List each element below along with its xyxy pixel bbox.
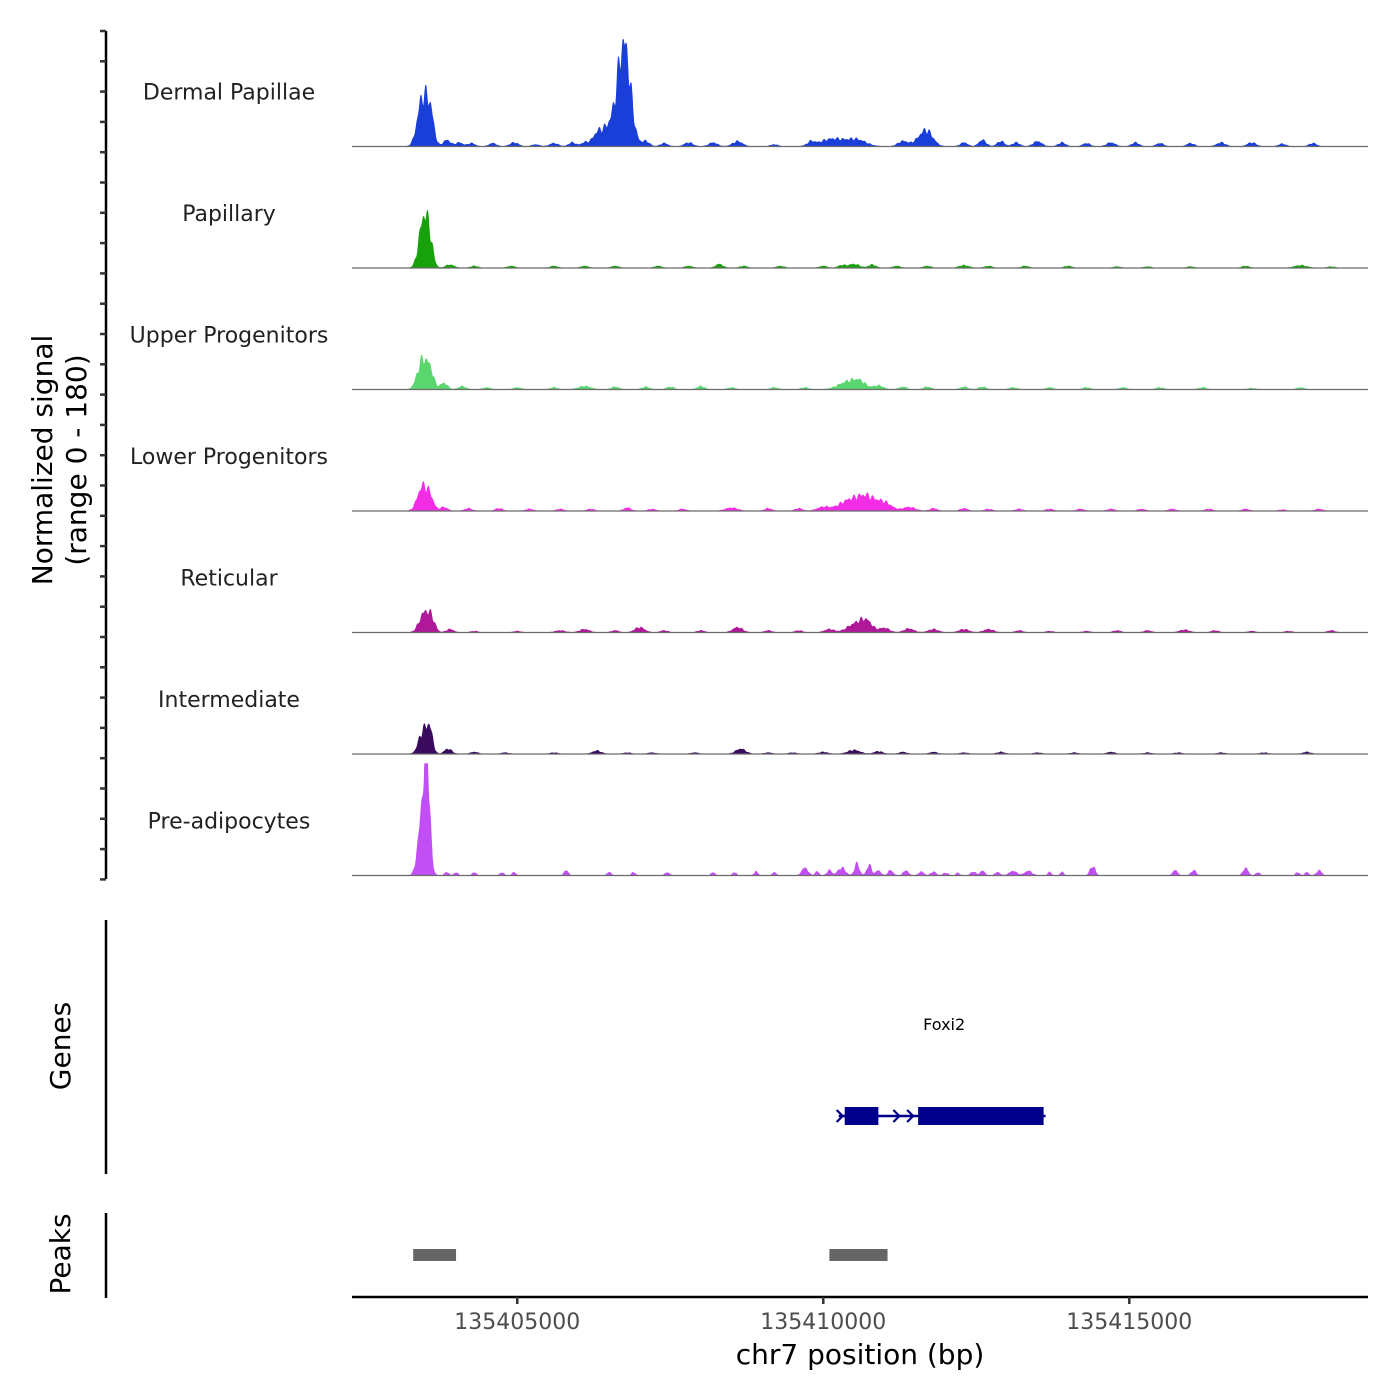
y-axis-range: (range 0 - 180) (60, 354, 93, 565)
y-axis-title-group: Normalized signal (range 0 - 180) (26, 335, 93, 586)
coverage-area-dermal-papillae (406, 38, 1344, 147)
track-label-papillary: Papillary (182, 202, 276, 227)
track-reticular: Reticular (180, 567, 1368, 634)
strand-arrow-icon (835, 1109, 845, 1123)
track-upper-progenitors: Upper Progenitors (130, 324, 1368, 391)
peaks-track (413, 1249, 888, 1261)
coverage-tracks: Dermal Papillae Papillary Upper Progenitor… (130, 38, 1368, 877)
coverage-area-lower-progenitors (406, 481, 1344, 512)
coverage-area-pre-adipocytes (406, 763, 1344, 876)
x-axis-ticks: 135405000 135410000 135415000 (454, 1297, 1192, 1335)
track-pre-adipocytes: Pre-adipocytes (148, 763, 1368, 877)
strand-arrow-icon (906, 1109, 915, 1123)
track-label-upper-progenitors: Upper Progenitors (130, 324, 329, 349)
gene-exon (918, 1107, 1044, 1125)
coverage-area-intermediate (407, 723, 1344, 755)
x-tick-label: 135405000 (454, 1310, 580, 1335)
genes-track: Foxi2 (835, 1015, 1046, 1125)
y-axis-title: Normalized signal (26, 335, 59, 586)
coverage-area-upper-progenitors (406, 354, 1344, 390)
x-axis-title: chr7 position (bp) (736, 1338, 985, 1371)
y-axis-ticks (100, 29, 106, 881)
track-label-dermal-papillae: Dermal Papillae (143, 81, 315, 106)
track-label-reticular: Reticular (180, 567, 278, 592)
gene-label: Foxi2 (923, 1015, 965, 1034)
x-tick-label: 135410000 (760, 1310, 886, 1335)
gene-exon (844, 1107, 879, 1125)
peak-region (413, 1249, 457, 1261)
track-label-pre-adipocytes: Pre-adipocytes (148, 810, 311, 835)
track-papillary: Papillary (182, 202, 1368, 269)
track-label-lower-progenitors: Lower Progenitors (130, 445, 328, 470)
peaks-panel-title: Peaks (44, 1213, 77, 1294)
x-tick-label: 135415000 (1066, 1310, 1192, 1335)
peak-region (829, 1249, 888, 1261)
gene-foxi2: Foxi2 (835, 1015, 1046, 1125)
genes-panel-title: Genes (44, 1002, 77, 1090)
track-label-intermediate: Intermediate (158, 688, 300, 713)
coverage-area-reticular (407, 608, 1344, 633)
strand-arrow-icon (892, 1109, 901, 1123)
track-dermal-papillae: Dermal Papillae (143, 38, 1368, 148)
track-intermediate: Intermediate (158, 688, 1368, 755)
track-lower-progenitors: Lower Progenitors (130, 445, 1368, 512)
coverage-area-papillary (406, 209, 1344, 269)
